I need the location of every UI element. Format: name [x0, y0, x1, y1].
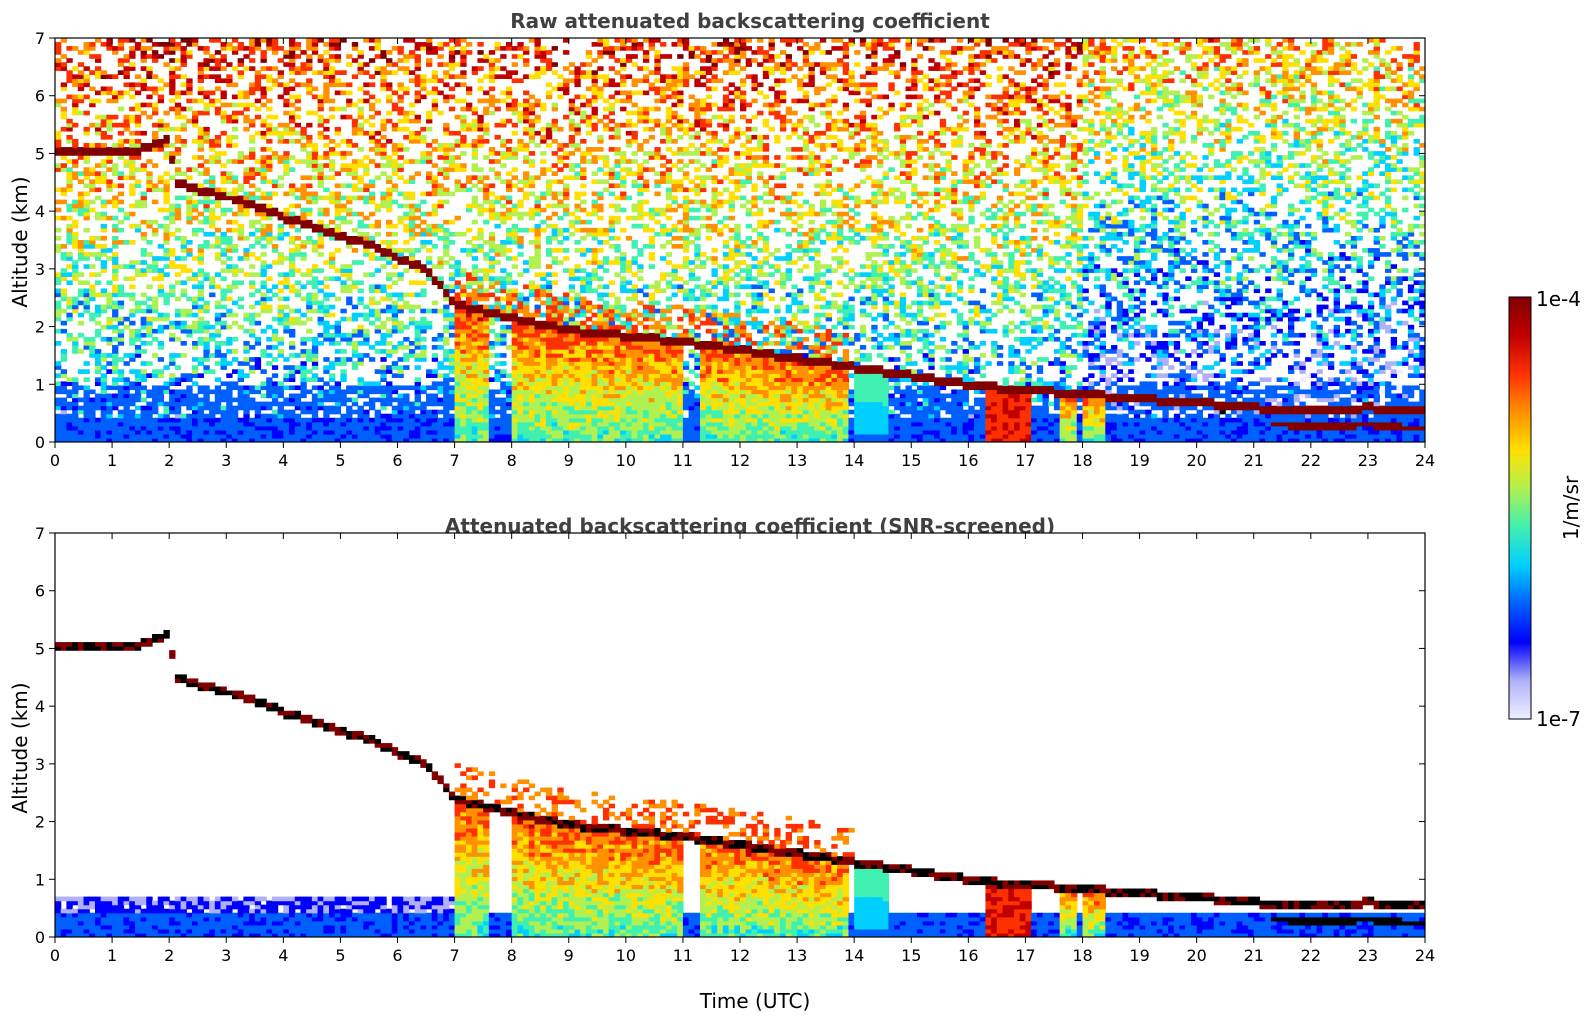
y-tick-label: 4: [35, 697, 45, 716]
x-tick-label: 11: [673, 451, 693, 470]
x-tick-label: 19: [1129, 946, 1149, 965]
x-tick-label: 5: [335, 946, 345, 965]
x-tick-label: 17: [1015, 451, 1035, 470]
colorbar-ramp: [1508, 296, 1532, 720]
y-tick-label: 1: [35, 375, 45, 394]
x-tick-label: 14: [844, 946, 864, 965]
colorbar-unit-label: 1/m/sr: [1559, 475, 1583, 540]
x-tick-label: 23: [1358, 451, 1378, 470]
x-tick-label: 16: [958, 451, 978, 470]
x-tick-label: 10: [616, 946, 636, 965]
raw-backscatter-panel: Raw attenuated backscattering coefficien…: [8, 9, 1435, 470]
colorbar: 1e-4 1e-7 1/m/sr: [1508, 287, 1583, 731]
x-tick-label: 17: [1015, 946, 1035, 965]
screened-backscatter-panel: Attenuated backscattering coefficient (S…: [8, 514, 1435, 1013]
x-axis-label: Time (UTC): [699, 989, 811, 1013]
x-tick-label: 13: [787, 946, 807, 965]
x-tick-label: 20: [1186, 946, 1206, 965]
x-tick-label: 8: [507, 451, 517, 470]
x-tick-label: 20: [1186, 451, 1206, 470]
raw-heatmap: [55, 38, 1425, 442]
x-tick-label: 22: [1301, 451, 1321, 470]
x-tick-label: 9: [564, 451, 574, 470]
x-tick-label: 24: [1415, 451, 1435, 470]
y-tick-label: 0: [35, 433, 45, 452]
y-tick-label: 4: [35, 202, 45, 221]
y-tick-label: 7: [35, 524, 45, 543]
x-tick-label: 21: [1244, 946, 1264, 965]
y-tick-label: 5: [35, 144, 45, 163]
x-tick-label: 14: [844, 451, 864, 470]
y-tick-label: 6: [35, 87, 45, 106]
colorbar-min-label: 1e-7: [1536, 707, 1581, 731]
y-tick-label: 3: [35, 755, 45, 774]
x-tick-label: 23: [1358, 946, 1378, 965]
x-tick-label: 12: [730, 451, 750, 470]
x-tick-label: 18: [1072, 451, 1092, 470]
y-tick-label: 5: [35, 639, 45, 658]
y-tick-label: 2: [35, 318, 45, 337]
raw-x-axis: 0 1 2 3 4 5 6 7 8 9 10 11 12 13 14 15 16 17 18 19 20 21 22 23 24: [50, 38, 1435, 470]
screened-heatmap: [55, 533, 1425, 937]
x-tick-label: 3: [221, 946, 231, 965]
x-tick-label: 0: [50, 451, 60, 470]
y-tick-label: 0: [35, 928, 45, 947]
x-tick-label: 9: [564, 946, 574, 965]
x-tick-label: 21: [1244, 451, 1264, 470]
x-tick-label: 24: [1415, 946, 1435, 965]
raw-y-axis: 0 1 2 3 4 5 6 7: [35, 29, 1425, 452]
x-tick-label: 7: [449, 946, 459, 965]
x-tick-label: 4: [278, 946, 288, 965]
x-tick-label: 15: [901, 946, 921, 965]
x-tick-label: 2: [164, 946, 174, 965]
x-tick-label: 3: [221, 451, 231, 470]
x-tick-label: 8: [507, 946, 517, 965]
x-tick-label: 22: [1301, 946, 1321, 965]
x-tick-label: 10: [616, 451, 636, 470]
screened-x-axis: 0 1 2 3 4 5 6 7 8 9 10 11 12 13 14 15 16 17 18 19 20 21 22 23 24: [50, 533, 1435, 965]
y-tick-label: 6: [35, 582, 45, 601]
x-tick-label: 6: [392, 946, 402, 965]
x-tick-label: 12: [730, 946, 750, 965]
x-tick-label: 4: [278, 451, 288, 470]
y-tick-label: 7: [35, 29, 45, 48]
y-tick-label: 2: [35, 813, 45, 832]
x-tick-label: 19: [1129, 451, 1149, 470]
x-tick-label: 1: [107, 451, 117, 470]
screened-y-axis: 0 1 2 3 4 5 6 7: [35, 524, 1425, 947]
y-tick-label: 3: [35, 260, 45, 279]
x-tick-label: 6: [392, 451, 402, 470]
x-tick-label: 7: [449, 451, 459, 470]
x-tick-label: 5: [335, 451, 345, 470]
screened-y-axis-label: Altitude (km): [8, 682, 32, 813]
x-tick-label: 0: [50, 946, 60, 965]
colorbar-max-label: 1e-4: [1536, 287, 1581, 311]
x-tick-label: 13: [787, 451, 807, 470]
y-tick-label: 1: [35, 870, 45, 889]
raw-panel-title: Raw attenuated backscattering coefficien…: [510, 9, 990, 33]
x-tick-label: 15: [901, 451, 921, 470]
raw-y-axis-label: Altitude (km): [8, 176, 32, 307]
x-tick-label: 1: [107, 946, 117, 965]
x-tick-label: 16: [958, 946, 978, 965]
x-tick-label: 18: [1072, 946, 1092, 965]
x-tick-label: 11: [673, 946, 693, 965]
x-tick-label: 2: [164, 451, 174, 470]
